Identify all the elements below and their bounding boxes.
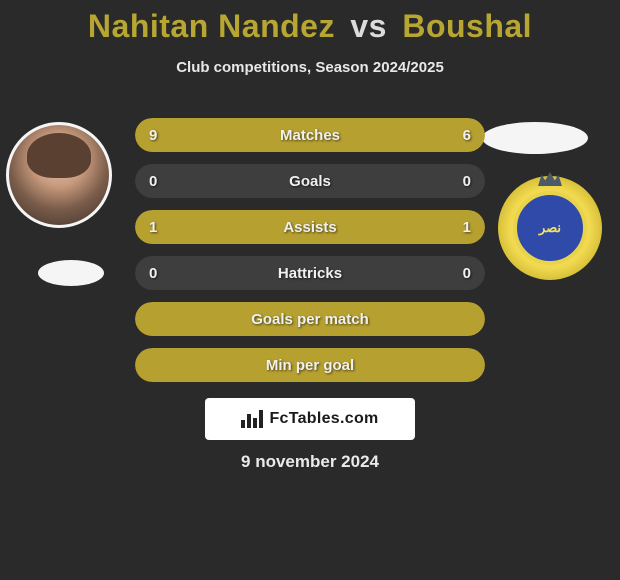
title-vs: vs — [350, 8, 387, 44]
stats-bars: 96Matches 00Goals 11Assists 00Hattricks Goal… — [135, 118, 485, 394]
page-title: Nahitan Nandez vs Boushal — [0, 0, 620, 45]
chart-icon — [241, 410, 263, 428]
stat-row: 11Assists — [135, 210, 485, 244]
stat-label: Hattricks — [135, 256, 485, 290]
branding-badge: FcTables.com — [205, 398, 415, 440]
stat-label: Goals — [135, 164, 485, 198]
player1-avatar — [6, 122, 112, 228]
title-player2: Boushal — [402, 8, 532, 44]
stat-row: 00Hattricks — [135, 256, 485, 290]
crown-icon — [538, 172, 562, 186]
stat-label: Min per goal — [135, 348, 485, 382]
date-text: 9 november 2024 — [0, 452, 620, 472]
player1-club-badge — [38, 260, 104, 286]
player2-avatar-placeholder — [482, 122, 588, 154]
title-player1: Nahitan Nandez — [88, 8, 335, 44]
club-badge-inner: نصر — [513, 191, 587, 265]
branding-text: FcTables.com — [269, 410, 378, 428]
stat-label: Goals per match — [135, 302, 485, 336]
player2-club-badge: نصر — [498, 176, 602, 280]
stat-label: Matches — [135, 118, 485, 152]
subtitle: Club competitions, Season 2024/2025 — [0, 59, 620, 76]
stat-row: Min per goal — [135, 348, 485, 382]
stat-label: Assists — [135, 210, 485, 244]
stat-row: Goals per match — [135, 302, 485, 336]
stat-row: 96Matches — [135, 118, 485, 152]
stat-row: 00Goals — [135, 164, 485, 198]
